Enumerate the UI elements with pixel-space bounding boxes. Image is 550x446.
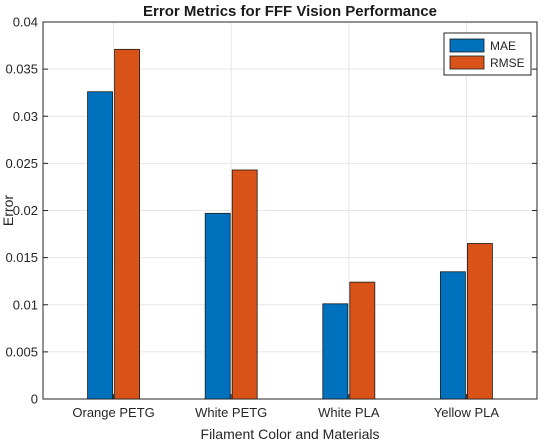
bar-mae-yellow-pla	[440, 271, 466, 400]
y-tick-label: 0.04	[13, 15, 38, 30]
y-tick-label: 0.03	[13, 109, 38, 124]
y-axis-title: Error	[0, 195, 16, 226]
legend-swatch-mae	[449, 38, 485, 53]
legend-label-rmse: RMSE	[490, 56, 525, 70]
x-tick-label: Orange PETG	[72, 405, 154, 420]
bar-rmse-white-petg	[231, 169, 258, 400]
x-tick-label: White PETG	[195, 405, 267, 420]
y-tick-label: 0.015	[5, 250, 38, 265]
bar-rmse-orange-petg	[114, 48, 140, 400]
bar-rmse-white-pla	[349, 281, 376, 400]
y-tick-label: 0.02	[13, 203, 38, 218]
legend: MAE RMSE	[443, 32, 532, 76]
y-tick-label: 0.035	[5, 62, 38, 77]
y-tick-label: 0.005	[5, 344, 38, 359]
y-tick-label: 0.01	[13, 297, 38, 312]
x-tick-label: White PLA	[318, 405, 380, 420]
x-axis-title: Filament Color and Materials	[201, 426, 380, 442]
bar-mae-white-petg	[204, 212, 231, 400]
y-axis-ticks: 0 0.005 0.01 0.015 0.02 0.025 0.03 0.035 0.04	[5, 15, 537, 407]
chart-title: Error Metrics for FFF Vision Performance	[143, 3, 437, 20]
y-tick-label: 0	[31, 392, 38, 407]
bars	[87, 48, 493, 400]
legend-label-mae: MAE	[490, 39, 516, 53]
x-tick-label: Yellow PLA	[434, 405, 500, 420]
bar-rmse-yellow-pla	[467, 243, 493, 400]
y-tick-label: 0.025	[5, 156, 38, 171]
bar-mae-orange-petg	[87, 91, 113, 400]
legend-swatch-rmse	[449, 55, 485, 70]
x-axis-ticks: Orange PETG White PETG White PLA Yellow PLA	[72, 394, 499, 420]
bar-mae-white-pla	[322, 303, 349, 400]
